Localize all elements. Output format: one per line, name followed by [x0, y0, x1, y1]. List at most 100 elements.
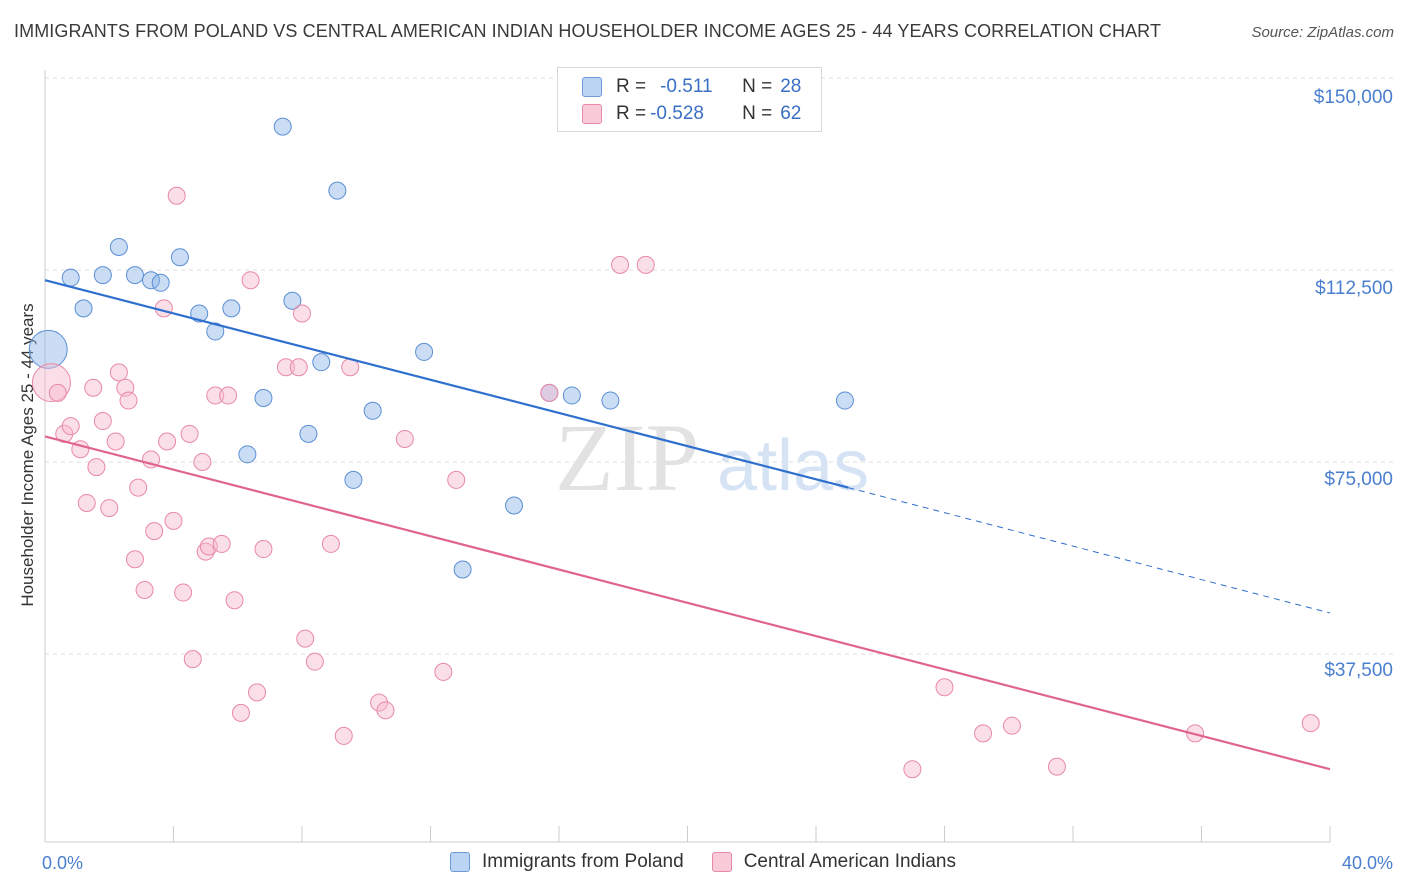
point-poland-23 [505, 496, 524, 515]
legend-n-label: N = [742, 76, 773, 97]
point-central-american-25 [183, 650, 202, 669]
point-poland-16 [299, 424, 318, 443]
point-central-american-0 [31, 363, 71, 403]
point-central-american-27 [196, 542, 215, 561]
point-central-american-29 [206, 386, 225, 405]
point-poland-14 [273, 117, 292, 136]
x-tick-right: 40.0% [1341, 853, 1393, 873]
legend-swatch-poland [582, 77, 602, 97]
trend-extension-poland [847, 487, 1331, 614]
point-poland-26 [601, 391, 620, 410]
point-poland-21 [415, 342, 434, 361]
point-poland-1 [61, 268, 80, 287]
watermark: ZIP atlas [555, 404, 869, 511]
point-central-american-10 [106, 432, 125, 451]
point-central-american-37 [276, 358, 295, 377]
point-poland-25 [562, 386, 581, 405]
point-central-american-1 [48, 383, 67, 402]
point-poland-9 [190, 304, 209, 323]
legend-swatch-poland [450, 852, 471, 872]
y-tick-112500: $112,500 [1315, 278, 1393, 299]
point-poland-20 [363, 401, 382, 420]
legend-row-poland: R = -0.511 N = 28 [582, 73, 801, 101]
trend-line-central-american [44, 435, 1331, 771]
point-central-american-53 [903, 760, 922, 779]
point-central-american-32 [225, 591, 244, 610]
stats-legend: R = -0.511 N = 28 R = -0.528 N = 62 [557, 67, 822, 132]
point-central-american-33 [231, 703, 250, 722]
series-legend: Immigrants from Poland Central American … [0, 851, 1406, 873]
legend-label-central-american: Central American Indians [743, 851, 956, 872]
point-central-american-3 [61, 417, 80, 436]
point-central-american-20 [158, 432, 177, 451]
point-central-american-46 [376, 701, 395, 720]
point-central-american-11 [109, 363, 128, 382]
point-central-american-30 [212, 534, 231, 553]
point-central-american-52 [636, 255, 655, 274]
point-central-american-22 [167, 186, 186, 205]
point-central-american-8 [93, 412, 112, 431]
point-poland-11 [222, 299, 241, 318]
point-central-american-26 [193, 453, 212, 471]
point-central-american-49 [447, 470, 466, 489]
x-tick-left: 0.0% [42, 853, 84, 873]
point-central-american-13 [119, 391, 138, 410]
point-central-american-31 [219, 386, 238, 405]
legend-r-label: R = [616, 76, 647, 97]
point-central-american-6 [84, 378, 103, 397]
legend-n-label: N = [742, 103, 773, 124]
point-poland-3 [93, 266, 112, 285]
legend-r-value: -0.511 [660, 76, 713, 97]
point-poland-5 [125, 266, 144, 285]
point-central-american-48 [434, 662, 453, 681]
point-central-american-14 [125, 550, 144, 569]
point-central-american-43 [334, 726, 353, 745]
point-central-american-39 [293, 304, 311, 323]
point-central-american-41 [305, 652, 324, 671]
point-central-american-51 [611, 255, 630, 274]
point-central-american-23 [174, 583, 193, 602]
point-central-american-5 [77, 493, 96, 512]
legend-n-value: 28 [780, 76, 802, 97]
point-poland-0 [28, 329, 68, 369]
legend-n-value: 62 [780, 103, 802, 124]
chart-title: IMMIGRANTS FROM POLAND VS CENTRAL AMERIC… [14, 21, 1162, 41]
axes [44, 70, 1331, 843]
watermark-atlas: atlas [717, 426, 869, 506]
point-central-american-15 [129, 478, 148, 497]
point-poland-13 [254, 389, 273, 407]
y-tick-75000: $75,000 [1324, 469, 1393, 490]
point-poland-7 [151, 273, 170, 292]
point-central-american-45 [370, 693, 389, 712]
point-poland-4 [109, 237, 128, 256]
point-central-american-50 [540, 383, 559, 402]
legend-r-value: -0.528 [650, 103, 704, 124]
data-points [28, 117, 1320, 779]
point-poland-27 [835, 391, 854, 410]
point-poland-10 [206, 322, 225, 341]
legend-item-central-american: Central American Indians [711, 851, 956, 873]
point-central-american-57 [1047, 757, 1066, 776]
point-central-american-55 [974, 724, 993, 743]
point-central-american-16 [135, 581, 154, 599]
point-poland-12 [238, 445, 257, 464]
legend-row-central-american: R = -0.528 N = 62 [582, 100, 801, 128]
legend-swatch-central-american [582, 104, 602, 124]
point-central-american-59 [1301, 714, 1320, 733]
point-poland-19 [344, 470, 363, 489]
point-central-american-38 [289, 358, 308, 377]
point-central-american-9 [100, 499, 119, 518]
trend-lines [44, 279, 1331, 771]
point-central-american-21 [164, 511, 183, 530]
point-poland-17 [312, 353, 331, 372]
point-central-american-7 [87, 458, 106, 477]
point-central-american-18 [145, 522, 164, 541]
point-central-american-24 [180, 424, 199, 443]
point-poland-18 [328, 181, 347, 200]
point-central-american-40 [296, 629, 315, 648]
legend-label-poland: Immigrants from Poland [482, 851, 684, 872]
point-poland-15 [283, 291, 302, 310]
legend-r-label: R = [616, 103, 647, 124]
y-tick-37500: $37,500 [1324, 660, 1393, 681]
